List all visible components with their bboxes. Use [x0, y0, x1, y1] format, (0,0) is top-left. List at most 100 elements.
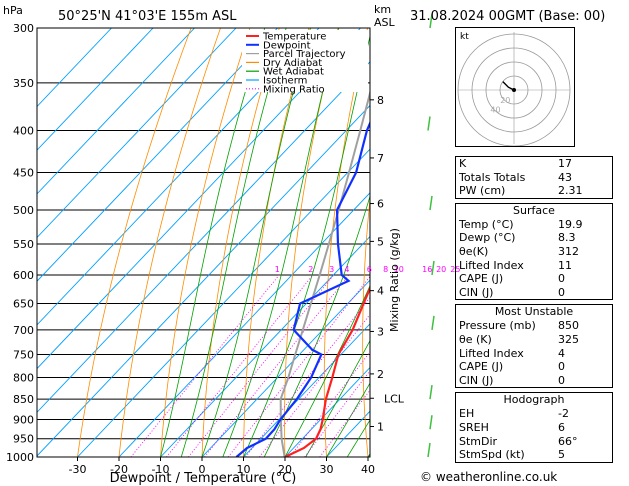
km-tick-label: 3: [377, 325, 384, 338]
most-unstable-key: θe (K): [459, 332, 492, 346]
index-value: 17: [558, 157, 572, 170]
wind-barb: [431, 315, 435, 331]
most-unstable-row: θe (K) 325: [456, 333, 612, 347]
hodograph-title: Hodograph: [503, 393, 565, 407]
km-tick-label: 1: [377, 421, 384, 434]
most-unstable-row: CAPE (J) 0: [456, 360, 612, 374]
isotherm-line: [37, 28, 154, 151]
wind-barb: [429, 415, 433, 430]
km-tick-label: 7: [377, 152, 384, 165]
temperature-tick-label: 20: [278, 463, 292, 476]
isotherm-line: [201, 279, 370, 457]
km-tick-label: 2: [377, 368, 384, 381]
most-unstable-row: CIN (J) 0: [456, 374, 612, 388]
dry-adiabat-line: [201, 28, 280, 457]
hodograph-storm-motion: [512, 88, 516, 92]
hpa-label: hPa: [3, 4, 23, 17]
pressure-tick-label: 400: [13, 125, 34, 138]
dewpoint-line: [235, 120, 370, 457]
wind-barb: [427, 442, 431, 458]
mixing-ratio-label: 6: [367, 265, 372, 274]
wet-adiabat-line: [284, 284, 370, 457]
temperature-tick-label: 10: [237, 463, 251, 476]
pressure-tick-label: 350: [13, 77, 34, 90]
surface-row: CAPE (J) 0: [456, 272, 612, 286]
surface-value: 19.9: [558, 217, 583, 231]
pressure-tick-label: 700: [13, 324, 34, 337]
isotherm-line: [37, 28, 278, 282]
legend-entry: Dewpoint: [263, 40, 311, 51]
mixing-ratio-label: 10: [394, 265, 404, 274]
isotherm-line: [37, 104, 370, 457]
mixing-ratio-line: [289, 351, 370, 457]
temperature-tick-label: -10: [152, 463, 170, 476]
pressure-tick-label: 1000: [6, 451, 34, 464]
pressure-tick-label: 850: [13, 393, 34, 406]
wind-barb: [431, 260, 435, 276]
most-unstable-value: 0: [558, 373, 565, 387]
indices-box: K 17 Totals Totals 43 PW (cm) 2.31: [455, 156, 613, 199]
dry-adiabat-line: [77, 28, 192, 457]
wet-adiabat-line: [201, 28, 311, 457]
hodo-table-value: 6: [558, 420, 565, 434]
most-unstable-title: Most Unstable: [494, 305, 574, 319]
mixing-ratio-line: [130, 274, 280, 457]
most-unstable-row: Lifted Index 4: [456, 347, 612, 361]
surface-row: θe(K) 312: [456, 245, 612, 259]
surface-row: Lifted Index 11: [456, 259, 612, 273]
wet-adiabat-line: [160, 28, 266, 457]
x-axis-label: Dewpoint / Temperature (°C): [110, 471, 297, 486]
legend-entry: Isotherm: [263, 76, 307, 87]
legend-entry: Temperature: [262, 32, 326, 43]
location-title: 50°25'N 41°03'E 155m ASL: [58, 9, 237, 24]
wet-adiabat-line: [222, 28, 340, 457]
isotherm-line: [37, 28, 112, 108]
dry-adiabat-line: [160, 28, 251, 457]
pressure-tick-label: 900: [13, 413, 34, 426]
wet-adiabat-line: [305, 339, 370, 457]
pressure-tick-label: 800: [13, 371, 34, 384]
hodo-table-key: EH: [459, 407, 475, 421]
mixing-ratio-line: [227, 275, 370, 457]
surface-key: θe(K): [459, 244, 489, 258]
isotherm-line: [284, 366, 370, 457]
surface-key: Lifted Index: [459, 258, 524, 272]
index-value: 43: [558, 170, 572, 184]
pressure-tick-label: 450: [13, 166, 34, 179]
legend-background: [242, 30, 368, 92]
index-row: K 17: [456, 157, 612, 171]
mixing-ratio-label: 1: [275, 265, 280, 274]
most-unstable-key: CIN (J): [459, 373, 494, 387]
most-unstable-row: Pressure (mb) 850: [456, 319, 612, 333]
surface-row: Dewp (°C) 8.3: [456, 231, 612, 245]
temperature-tick-label: -20: [110, 463, 128, 476]
hodo-table-value: 66°: [558, 434, 578, 448]
km-tick-label: 6: [377, 198, 384, 211]
surface-key: CIN (J): [459, 285, 494, 299]
mixing-ratio-label: 3: [329, 265, 334, 274]
mixing-ratio-line: [245, 296, 370, 457]
pressure-tick-label: 650: [13, 298, 34, 311]
index-key: PW (cm): [459, 184, 506, 198]
index-value: 2.31: [558, 184, 583, 198]
pressure-tick-label: 750: [13, 348, 34, 361]
most-unstable-value: 325: [558, 332, 579, 346]
surface-key: Temp (°C): [459, 217, 514, 231]
surface-title: Surface: [513, 203, 555, 217]
datetime-title: 31.08.2024 00GMT (Base: 00): [410, 9, 605, 24]
wet-adiabat-line: [326, 382, 370, 457]
mixing-ratio-line: [304, 369, 370, 457]
surface-value: 312: [558, 244, 579, 258]
legend-entry: Parcel Trajectory: [263, 49, 346, 60]
wet-adiabat-line: [180, 28, 287, 457]
index-key: Totals Totals: [459, 170, 526, 184]
most-unstable-key: Pressure (mb): [459, 319, 536, 333]
asl-label: ASL: [374, 16, 396, 29]
isotherm-line: [160, 235, 370, 457]
km-tick-label: 5: [377, 235, 384, 248]
hodograph-section: Hodograph EH -2 SREH 6 StmDir 66° StmSpd (kt) 5: [455, 392, 613, 463]
temperature-tick-label: -30: [69, 463, 87, 476]
isotherm-line: [118, 192, 370, 457]
legend-entry: Wet Adiabat: [263, 67, 324, 78]
